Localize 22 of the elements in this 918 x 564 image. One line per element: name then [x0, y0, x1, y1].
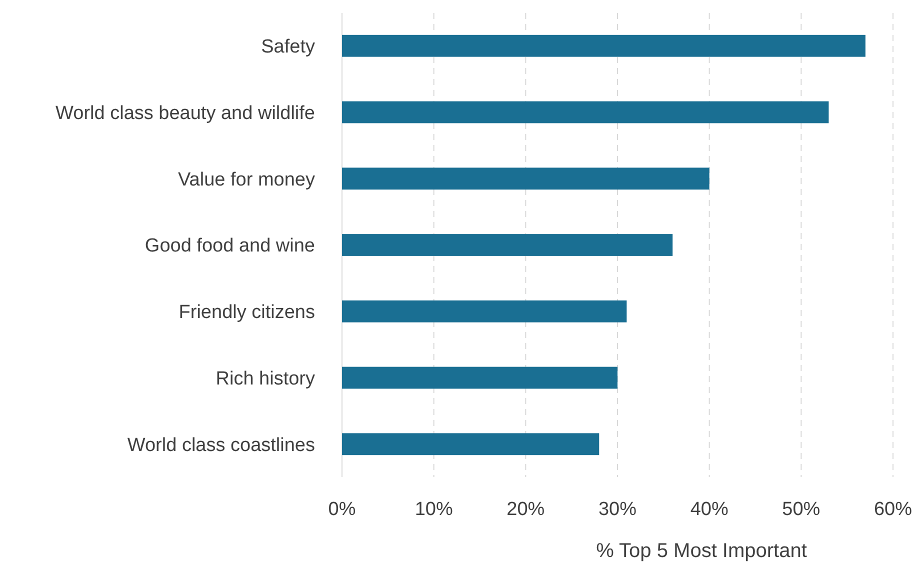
bar — [342, 433, 600, 456]
bar — [342, 300, 627, 322]
x-tick-label: 60% — [874, 499, 912, 520]
bar — [342, 234, 673, 256]
y-tick-label: Safety — [261, 36, 316, 58]
bar — [342, 366, 618, 389]
bar — [342, 34, 866, 57]
bar — [342, 168, 710, 190]
y-tick-label: Friendly citizens — [178, 302, 315, 324]
x-tick-label: 20% — [506, 499, 545, 520]
x-tick-label: 10% — [414, 499, 453, 520]
y-tick-label: Good food and wine — [144, 236, 315, 257]
x-tick-label: 40% — [690, 499, 728, 520]
y-tick-label: World class beauty and wildlife — [56, 102, 315, 124]
y-tick-label: Rich history — [216, 368, 316, 390]
x-axis-title: % Top 5 Most Important — [596, 540, 808, 562]
y-tick-label: Value for money — [178, 169, 316, 190]
bar — [342, 101, 829, 124]
y-tick-label: World class coastlines — [127, 434, 315, 456]
x-tick-label: 0% — [328, 499, 356, 520]
x-tick-label: 30% — [598, 499, 637, 520]
x-tick-label: 50% — [782, 499, 820, 520]
